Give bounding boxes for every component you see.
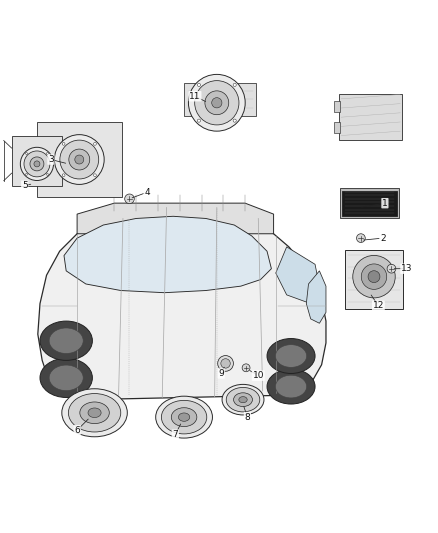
Bar [184, 83, 256, 116]
Text: 9: 9 [218, 369, 224, 378]
Circle shape [34, 161, 40, 167]
Circle shape [357, 234, 365, 243]
Circle shape [54, 135, 104, 184]
Ellipse shape [233, 393, 252, 407]
Bar [345, 250, 403, 309]
Bar [339, 94, 403, 140]
Circle shape [46, 173, 48, 175]
Ellipse shape [40, 321, 92, 360]
Ellipse shape [178, 413, 190, 421]
Circle shape [188, 75, 245, 131]
Circle shape [69, 149, 90, 170]
Circle shape [25, 173, 28, 175]
Ellipse shape [171, 408, 197, 426]
Polygon shape [306, 271, 326, 323]
Bar [334, 101, 340, 112]
Text: 10: 10 [253, 371, 264, 380]
Ellipse shape [49, 365, 83, 391]
Ellipse shape [68, 393, 121, 432]
Ellipse shape [276, 345, 307, 367]
Bar [334, 122, 340, 133]
Ellipse shape [40, 358, 92, 398]
Circle shape [242, 364, 250, 372]
Circle shape [198, 119, 201, 122]
Circle shape [361, 264, 387, 289]
Text: 7: 7 [173, 430, 178, 439]
Circle shape [25, 152, 28, 155]
Ellipse shape [80, 402, 110, 424]
Ellipse shape [276, 375, 307, 398]
Circle shape [233, 83, 236, 86]
Text: 4: 4 [144, 188, 150, 197]
Circle shape [221, 359, 230, 368]
Polygon shape [77, 203, 274, 234]
Circle shape [75, 155, 84, 164]
Circle shape [212, 98, 222, 108]
Circle shape [218, 356, 233, 372]
Ellipse shape [267, 369, 315, 404]
Text: 12: 12 [373, 301, 384, 310]
Text: 1: 1 [382, 199, 388, 208]
Bar [343, 190, 397, 216]
Bar [340, 188, 399, 218]
Circle shape [205, 91, 229, 115]
Ellipse shape [161, 400, 207, 434]
Circle shape [387, 264, 396, 273]
Bar [12, 135, 62, 185]
Ellipse shape [239, 397, 247, 403]
Circle shape [94, 142, 96, 145]
Text: 5: 5 [22, 181, 28, 190]
Text: 13: 13 [401, 264, 413, 273]
Ellipse shape [226, 387, 260, 412]
Circle shape [46, 152, 48, 155]
Ellipse shape [49, 328, 83, 353]
Circle shape [194, 80, 239, 125]
Circle shape [20, 147, 53, 181]
Circle shape [62, 174, 65, 176]
Ellipse shape [88, 408, 101, 417]
Text: 8: 8 [244, 413, 250, 422]
Text: 3: 3 [48, 155, 54, 164]
Text: 11: 11 [189, 92, 201, 101]
Circle shape [24, 151, 50, 177]
Circle shape [62, 142, 65, 145]
Ellipse shape [267, 338, 315, 374]
Text: 6: 6 [74, 426, 80, 435]
Polygon shape [64, 216, 272, 293]
Circle shape [125, 194, 134, 204]
Circle shape [30, 157, 44, 171]
Circle shape [94, 174, 96, 176]
Polygon shape [276, 247, 319, 304]
Ellipse shape [222, 384, 264, 415]
Circle shape [60, 140, 99, 179]
Polygon shape [38, 207, 326, 400]
Circle shape [353, 255, 395, 298]
Text: 2: 2 [380, 233, 385, 243]
Ellipse shape [62, 389, 127, 437]
Circle shape [198, 83, 201, 86]
Ellipse shape [155, 396, 212, 438]
Circle shape [368, 271, 380, 282]
Circle shape [233, 119, 236, 122]
Bar [37, 122, 122, 197]
